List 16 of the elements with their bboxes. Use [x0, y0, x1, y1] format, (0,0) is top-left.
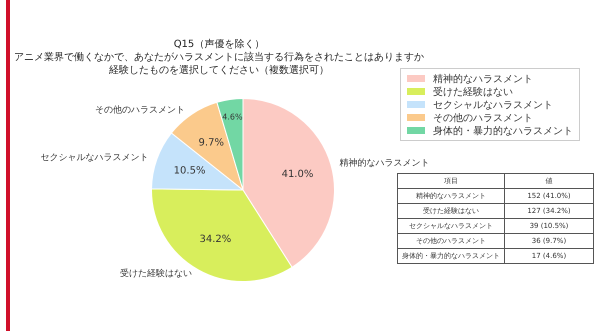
data-label: 41.0% [282, 168, 314, 180]
slice-label: その他のハラスメント [95, 104, 186, 116]
data-label: 10.5% [174, 166, 206, 177]
data-label: 4.6% [222, 112, 244, 122]
data-label: 34.2% [199, 234, 232, 246]
legend-label: 身体的・暴力的なハラスメント [432, 124, 573, 137]
slice-label: 精神的なハラスメント [339, 158, 430, 169]
legend-label: 精神的なハラスメント [432, 72, 534, 85]
legend-label: その他のハラスメント [432, 112, 534, 124]
slice-label: 受けた経験はない [120, 268, 192, 280]
slice-label: セクシャルなハラスメント [40, 153, 149, 164]
chart-title: Q15（声優を除く） [172, 38, 266, 51]
legend-label: セクシャルなハラスメント [432, 98, 554, 111]
data-label: 9.7% [198, 138, 224, 149]
legend-label: 受けた経験はない [432, 86, 514, 98]
chart-subtitle: アニメ業界で働くなかで、あなたがハラスメントに該当する行為をされたことはありますか経験したものを選択してください（複数選択可） [13, 51, 425, 77]
